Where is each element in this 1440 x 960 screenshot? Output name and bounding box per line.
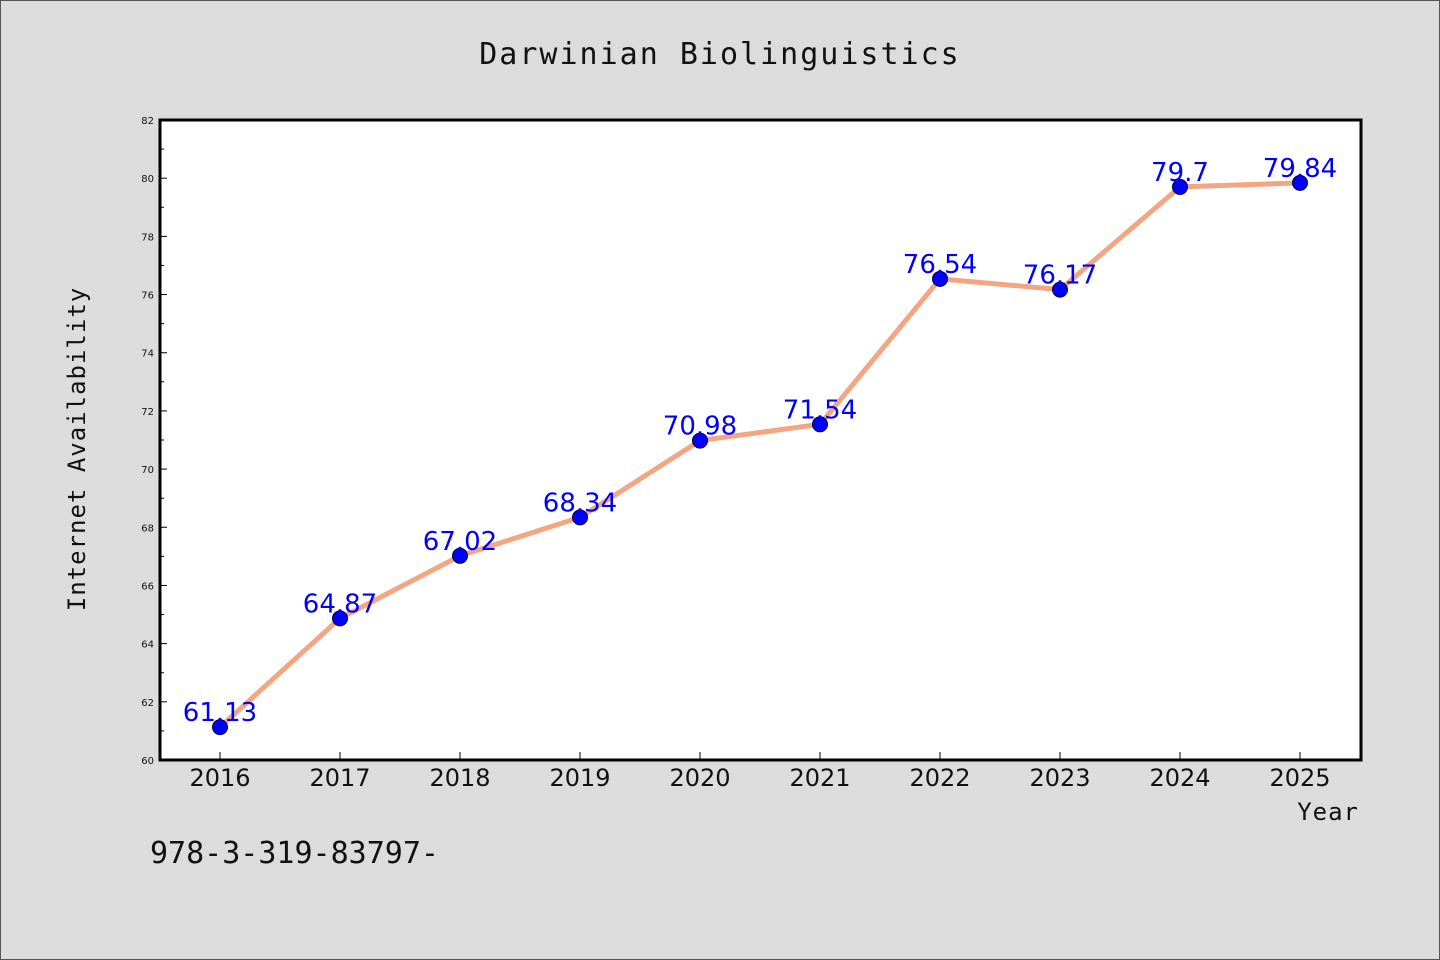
- data-label: 70.98: [663, 412, 737, 442]
- data-label: 68.34: [543, 488, 617, 518]
- y-tick-label: 62: [141, 698, 154, 709]
- data-point: [452, 547, 468, 564]
- data-label: 76.54: [903, 250, 977, 280]
- data-label: 79.7: [1151, 158, 1209, 188]
- data-point: [332, 610, 348, 627]
- data-label: 79.84: [1263, 154, 1337, 184]
- x-tick-label: 2016: [189, 764, 250, 792]
- x-tick-label: 2024: [1149, 764, 1210, 792]
- data-point: [692, 432, 708, 449]
- data-label: 67.02: [423, 527, 497, 557]
- data-label: 71.54: [783, 395, 857, 425]
- y-tick-label: 60: [141, 756, 154, 767]
- y-tick-label: 70: [141, 465, 154, 476]
- plot-area: [158, 118, 1363, 762]
- data-point: [1292, 174, 1308, 191]
- data-label: 76.17: [1023, 261, 1097, 291]
- y-tick-label: 78: [141, 232, 154, 243]
- y-tick-label: 80: [141, 174, 154, 185]
- data-point: [212, 719, 228, 736]
- y-tick-label: 68: [141, 523, 154, 534]
- series-line: [217, 180, 1303, 730]
- x-tick-label: 2018: [429, 764, 490, 792]
- data-point: [932, 270, 948, 287]
- y-tick-label: 74: [141, 349, 154, 360]
- y-tick-label: 66: [141, 581, 154, 592]
- x-axis-label: Year: [1297, 798, 1359, 826]
- y-tick-label: 82: [141, 116, 154, 127]
- x-tick-label: 2019: [549, 764, 610, 792]
- x-tick-label: 2022: [909, 764, 970, 792]
- chart-title: Darwinian Biolinguistics: [479, 37, 960, 72]
- x-axis: 2016 2017 2018 2019 2020 2021 2022 2023 2024 2025: [189, 752, 1331, 792]
- y-tick-label: 72: [141, 407, 154, 418]
- x-tick-label: 2017: [309, 764, 370, 792]
- x-tick-label: 2023: [1029, 764, 1090, 792]
- data-series: 61.13 64.87 67.02 68.34 70.98 71.54 76.54 76.17…: [183, 154, 1337, 736]
- x-tick-label: 2020: [669, 764, 730, 792]
- x-tick-label: 2021: [789, 764, 850, 792]
- data-point: [812, 416, 828, 433]
- y-axis-label: Internet Availability: [63, 287, 91, 611]
- y-axis: 60 62 64 66 68 70 72 74 76 78 80 82: [141, 116, 167, 767]
- y-tick-label: 76: [141, 291, 154, 302]
- data-point: [1052, 281, 1068, 298]
- x-tick-label: 2025: [1269, 764, 1330, 792]
- data-label: 61.13: [183, 698, 257, 728]
- data-point: [1172, 178, 1188, 195]
- caption-text: 978-3-319-83797-: [150, 836, 439, 871]
- y-tick-label: 64: [141, 640, 154, 651]
- data-label: 64.87: [303, 589, 377, 619]
- data-point: [572, 509, 588, 526]
